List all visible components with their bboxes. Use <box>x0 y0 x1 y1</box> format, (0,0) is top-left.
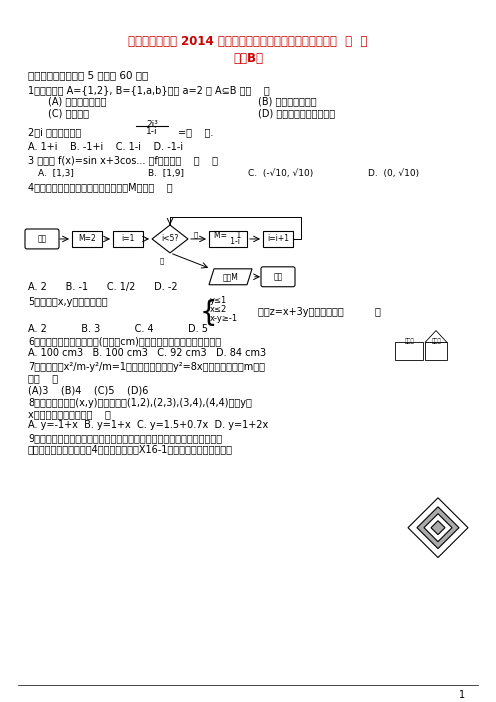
Text: 正视图: 正视图 <box>405 338 415 344</box>
Text: (A) 充分不必要条件: (A) 充分不必要条件 <box>48 97 107 107</box>
Polygon shape <box>152 225 188 253</box>
Polygon shape <box>209 269 252 285</box>
Text: 1: 1 <box>459 690 465 700</box>
Text: 4．执行如图所示的程序框图，输出的M值是（    ）: 4．执行如图所示的程序框图，输出的M值是（ ） <box>28 183 173 192</box>
FancyBboxPatch shape <box>425 343 447 360</box>
Text: x间的线性回归方程是（    ）: x间的线性回归方程是（ ） <box>28 409 111 419</box>
FancyBboxPatch shape <box>395 343 423 360</box>
Text: 依此类推，这样一共画了4个正方形，如图X16-1所示，若问图形中阴影按: 依此类推，这样一共画了4个正方形，如图X16-1所示，若问图形中阴影按 <box>28 444 233 454</box>
Text: 人教B版: 人教B版 <box>233 52 263 65</box>
FancyBboxPatch shape <box>209 231 247 247</box>
Polygon shape <box>408 498 468 557</box>
Text: 为（    ）: 为（ ） <box>28 373 58 383</box>
Text: 侧视图: 侧视图 <box>432 338 442 344</box>
Text: 甘肃省天水一中 2014 届高三数学下学期第五次模拟考试试题  文  新: 甘肃省天水一中 2014 届高三数学下学期第五次模拟考试试题 文 新 <box>128 35 368 48</box>
Text: 1-i: 1-i <box>216 237 240 246</box>
FancyBboxPatch shape <box>263 231 293 247</box>
Text: x-y≥-1: x-y≥-1 <box>210 314 238 323</box>
Text: A. 100 cm3   B. 100 cm3   C. 92 cm3   D. 84 cm3: A. 100 cm3 B. 100 cm3 C. 92 cm3 D. 84 cm… <box>28 348 266 359</box>
FancyBboxPatch shape <box>25 229 59 249</box>
Text: y≤1: y≤1 <box>210 296 227 305</box>
Text: C.  (-√10, √10): C. (-√10, √10) <box>248 169 313 178</box>
Polygon shape <box>431 521 445 535</box>
Text: 结束: 结束 <box>273 272 283 282</box>
Text: 9．任意画一个正方形，再将这个正方形各边的中点相连到第二个正方形，: 9．任意画一个正方形，再将这个正方形各边的中点相连到第二个正方形， <box>28 433 222 443</box>
FancyBboxPatch shape <box>261 267 295 286</box>
Text: (A)3    (B)4    (C)5    (D)6: (A)3 (B)4 (C)5 (D)6 <box>28 385 148 395</box>
Text: 2．i 是虚数单位，: 2．i 是虚数单位， <box>28 128 81 138</box>
Text: 1．已知集合 A={1,2}, B={1,a,b}，则 a=2 是 A⊆B 的（    ）: 1．已知集合 A={1,2}, B={1,a,b}，则 a=2 是 A⊆B 的（… <box>28 85 270 95</box>
Text: i<5?: i<5? <box>161 234 179 244</box>
Text: A.  [1,3]: A. [1,3] <box>38 169 74 178</box>
Text: 否: 否 <box>160 258 164 265</box>
Text: x≤2: x≤2 <box>210 305 227 314</box>
Text: 1-i: 1-i <box>146 128 158 136</box>
Text: 5．若变量x,y满足约束条件: 5．若变量x,y满足约束条件 <box>28 297 108 307</box>
Text: 是: 是 <box>194 232 198 238</box>
Polygon shape <box>425 331 447 343</box>
Text: i=i+1: i=i+1 <box>267 234 289 244</box>
Text: ，则z=x+3y的最大值是（          ）: ，则z=x+3y的最大值是（ ） <box>258 307 381 317</box>
Text: 3 若函数 f(x)=sin x+3cos... 则f的值域是    （    ）: 3 若函数 f(x)=sin x+3cos... 则f的值域是 （ ） <box>28 155 218 165</box>
Text: (C) 充要条件: (C) 充要条件 <box>48 109 89 119</box>
Text: A. 2      B. -1      C. 1/2      D. -2: A. 2 B. -1 C. 1/2 D. -2 <box>28 282 178 292</box>
Text: 2i³: 2i³ <box>146 121 158 129</box>
Text: 输出M: 输出M <box>223 272 239 282</box>
Text: M=    1: M= 1 <box>214 232 242 241</box>
FancyBboxPatch shape <box>72 231 102 247</box>
Text: (B) 必要不充分条件: (B) 必要不充分条件 <box>258 97 316 107</box>
Text: 8．实验测得四组(x,y)的值分别为(1,2),(2,3),(3,4),(4,4)，则y与: 8．实验测得四组(x,y)的值分别为(1,2),(2,3),(3,4),(4,4… <box>28 398 252 409</box>
Polygon shape <box>424 514 452 542</box>
Text: B.  [1,9]: B. [1,9] <box>148 169 184 178</box>
Text: A. 1+i    B. -1+i    C. 1-i    D. -1-i: A. 1+i B. -1+i C. 1-i D. -1-i <box>28 143 183 152</box>
Text: A. y=-1+x  B. y=1+x  C. y=1.5+0.7x  D. y=1+2x: A. y=-1+x B. y=1+x C. y=1.5+0.7x D. y=1+… <box>28 420 268 430</box>
Text: M=2: M=2 <box>78 234 96 244</box>
Text: 开始: 开始 <box>37 234 47 244</box>
FancyBboxPatch shape <box>113 231 143 247</box>
Text: (D) 既不充分也不必要条件: (D) 既不充分也不必要条件 <box>258 109 335 119</box>
Text: 7．若双曲线x²/m-y²/m=1的左焦点与抛物线y²=8x的焦点重合，则m的值: 7．若双曲线x²/m-y²/m=1的左焦点与抛物线y²=8x的焦点重合，则m的值 <box>28 362 265 372</box>
Text: D.  (0, √10): D. (0, √10) <box>368 169 419 178</box>
Text: A. 2           B. 3           C. 4           D. 5: A. 2 B. 3 C. 4 D. 5 <box>28 324 208 333</box>
Text: =（    ）.: =（ ）. <box>178 128 213 138</box>
Text: {: { <box>200 298 218 326</box>
Text: 6．已知某几何体的三视图(单位：cm)如图所示，则该几何体的体积是: 6．已知某几何体的三视图(单位：cm)如图所示，则该几何体的体积是 <box>28 336 221 347</box>
Text: 一、选择题（每小题 5 分，共 60 分）: 一、选择题（每小题 5 分，共 60 分） <box>28 69 148 80</box>
Polygon shape <box>417 507 459 548</box>
Text: i=1: i=1 <box>122 234 135 244</box>
